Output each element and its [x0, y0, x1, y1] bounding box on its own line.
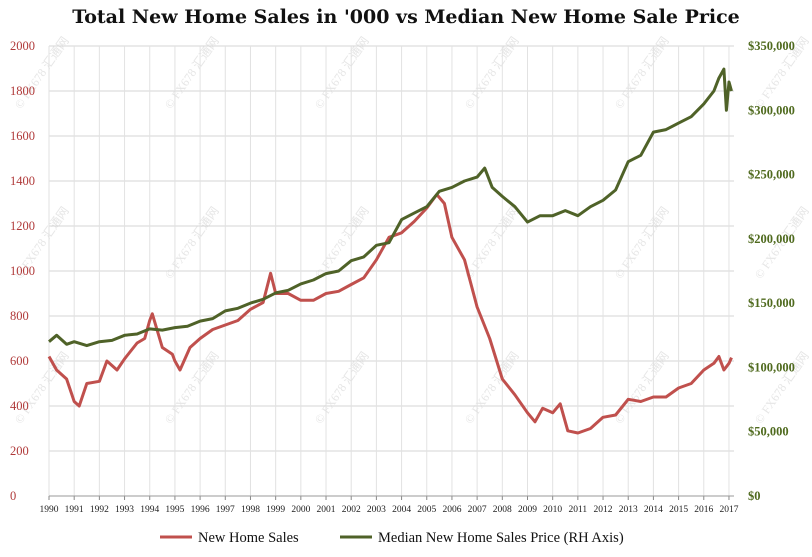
median-price-line: [48, 67, 733, 348]
x-tick-label: 2013: [619, 505, 638, 515]
watermark-logo: © FX678 汇通网: [162, 204, 222, 281]
left-tick-label: 1200: [10, 219, 35, 233]
x-tick-label: 2015: [669, 505, 688, 515]
x-tick-label: 2010: [543, 505, 562, 515]
x-tick-label: 1990: [40, 505, 59, 515]
left-tick-label: 1600: [10, 129, 35, 143]
left-tick-label: 400: [10, 399, 29, 413]
left-tick-label: 1400: [10, 174, 35, 188]
watermark-logo: © FX678 汇通网: [462, 204, 522, 281]
x-tick-label: 1999: [266, 505, 285, 515]
x-axis: 1990 1991 1992 1993 1994 1995 1996 1997 1998 1999…: [40, 495, 739, 515]
right-tick-label: $350,000: [748, 39, 795, 53]
right-tick-label: $100,000: [748, 360, 795, 374]
x-tick-label: 2000: [291, 505, 310, 515]
right-tick-label: $200,000: [748, 232, 795, 246]
right-tick-label: $250,000: [748, 168, 795, 182]
x-tick-label: 2005: [417, 505, 436, 515]
right-axis: $0 $50,000 $100,000 $150,000 $200,000 $250,00…: [748, 39, 795, 503]
chart-title: Total New Home Sales in '000 vs Median N…: [72, 6, 740, 28]
x-tick-label: 2007: [468, 505, 487, 515]
legend-label: Median New Home Sales Price (RH Axis): [378, 530, 624, 546]
x-tick-label: 1995: [165, 505, 184, 515]
x-tick-label: 1998: [241, 505, 260, 515]
x-tick-label: 2008: [493, 505, 512, 515]
right-tick-label: $150,000: [748, 296, 795, 310]
x-tick-label: 2006: [442, 505, 461, 515]
x-tick-label: 1992: [90, 505, 109, 515]
x-tick-label: 2009: [518, 505, 537, 515]
x-tick-label: 2004: [392, 505, 411, 515]
x-tick-label: 1991: [65, 505, 84, 515]
legend-label: New Home Sales: [198, 530, 299, 546]
x-tick-label: 2014: [644, 505, 663, 515]
left-tick-label: 1000: [10, 264, 35, 278]
series-layer: [47, 67, 733, 435]
left-tick-label: 600: [10, 354, 29, 368]
x-tick-label: 2017: [719, 505, 738, 515]
x-tick-label: 1993: [115, 505, 134, 515]
legend: New Home Sales Median New Home Sales Pric…: [160, 530, 624, 546]
x-tick-label: 2003: [367, 505, 386, 515]
watermark-layer: © FX678 汇通网 © FX678 汇通网 © FX678 汇通网 © FX678…: [12, 34, 812, 426]
gridlines: [48, 45, 734, 497]
x-tick-label: 2012: [594, 505, 613, 515]
left-tick-label: 200: [10, 444, 29, 458]
new-home-sales-line: [47, 193, 733, 435]
x-tick-label: 1994: [140, 505, 159, 515]
left-tick-label: 1800: [10, 84, 35, 98]
left-axis: 0 200 400 600 800 1000 1200 1400 1600 1800 2000: [10, 39, 35, 503]
x-tick-label: 2016: [694, 505, 713, 515]
left-tick-label: 2000: [10, 39, 35, 53]
right-tick-label: $0: [748, 489, 761, 503]
x-tick-label: 2011: [569, 505, 588, 515]
left-tick-label: 0: [10, 489, 16, 503]
right-tick-label: $50,000: [748, 425, 789, 439]
right-tick-label: $300,000: [748, 103, 795, 117]
watermark-logo: © FX678 汇通网: [612, 204, 672, 281]
x-tick-label: 1996: [191, 505, 210, 515]
left-tick-label: 800: [10, 309, 29, 323]
x-tick-label: 1997: [216, 505, 235, 515]
x-tick-label: 2001: [317, 505, 336, 515]
x-tick-label: 2002: [342, 505, 361, 515]
